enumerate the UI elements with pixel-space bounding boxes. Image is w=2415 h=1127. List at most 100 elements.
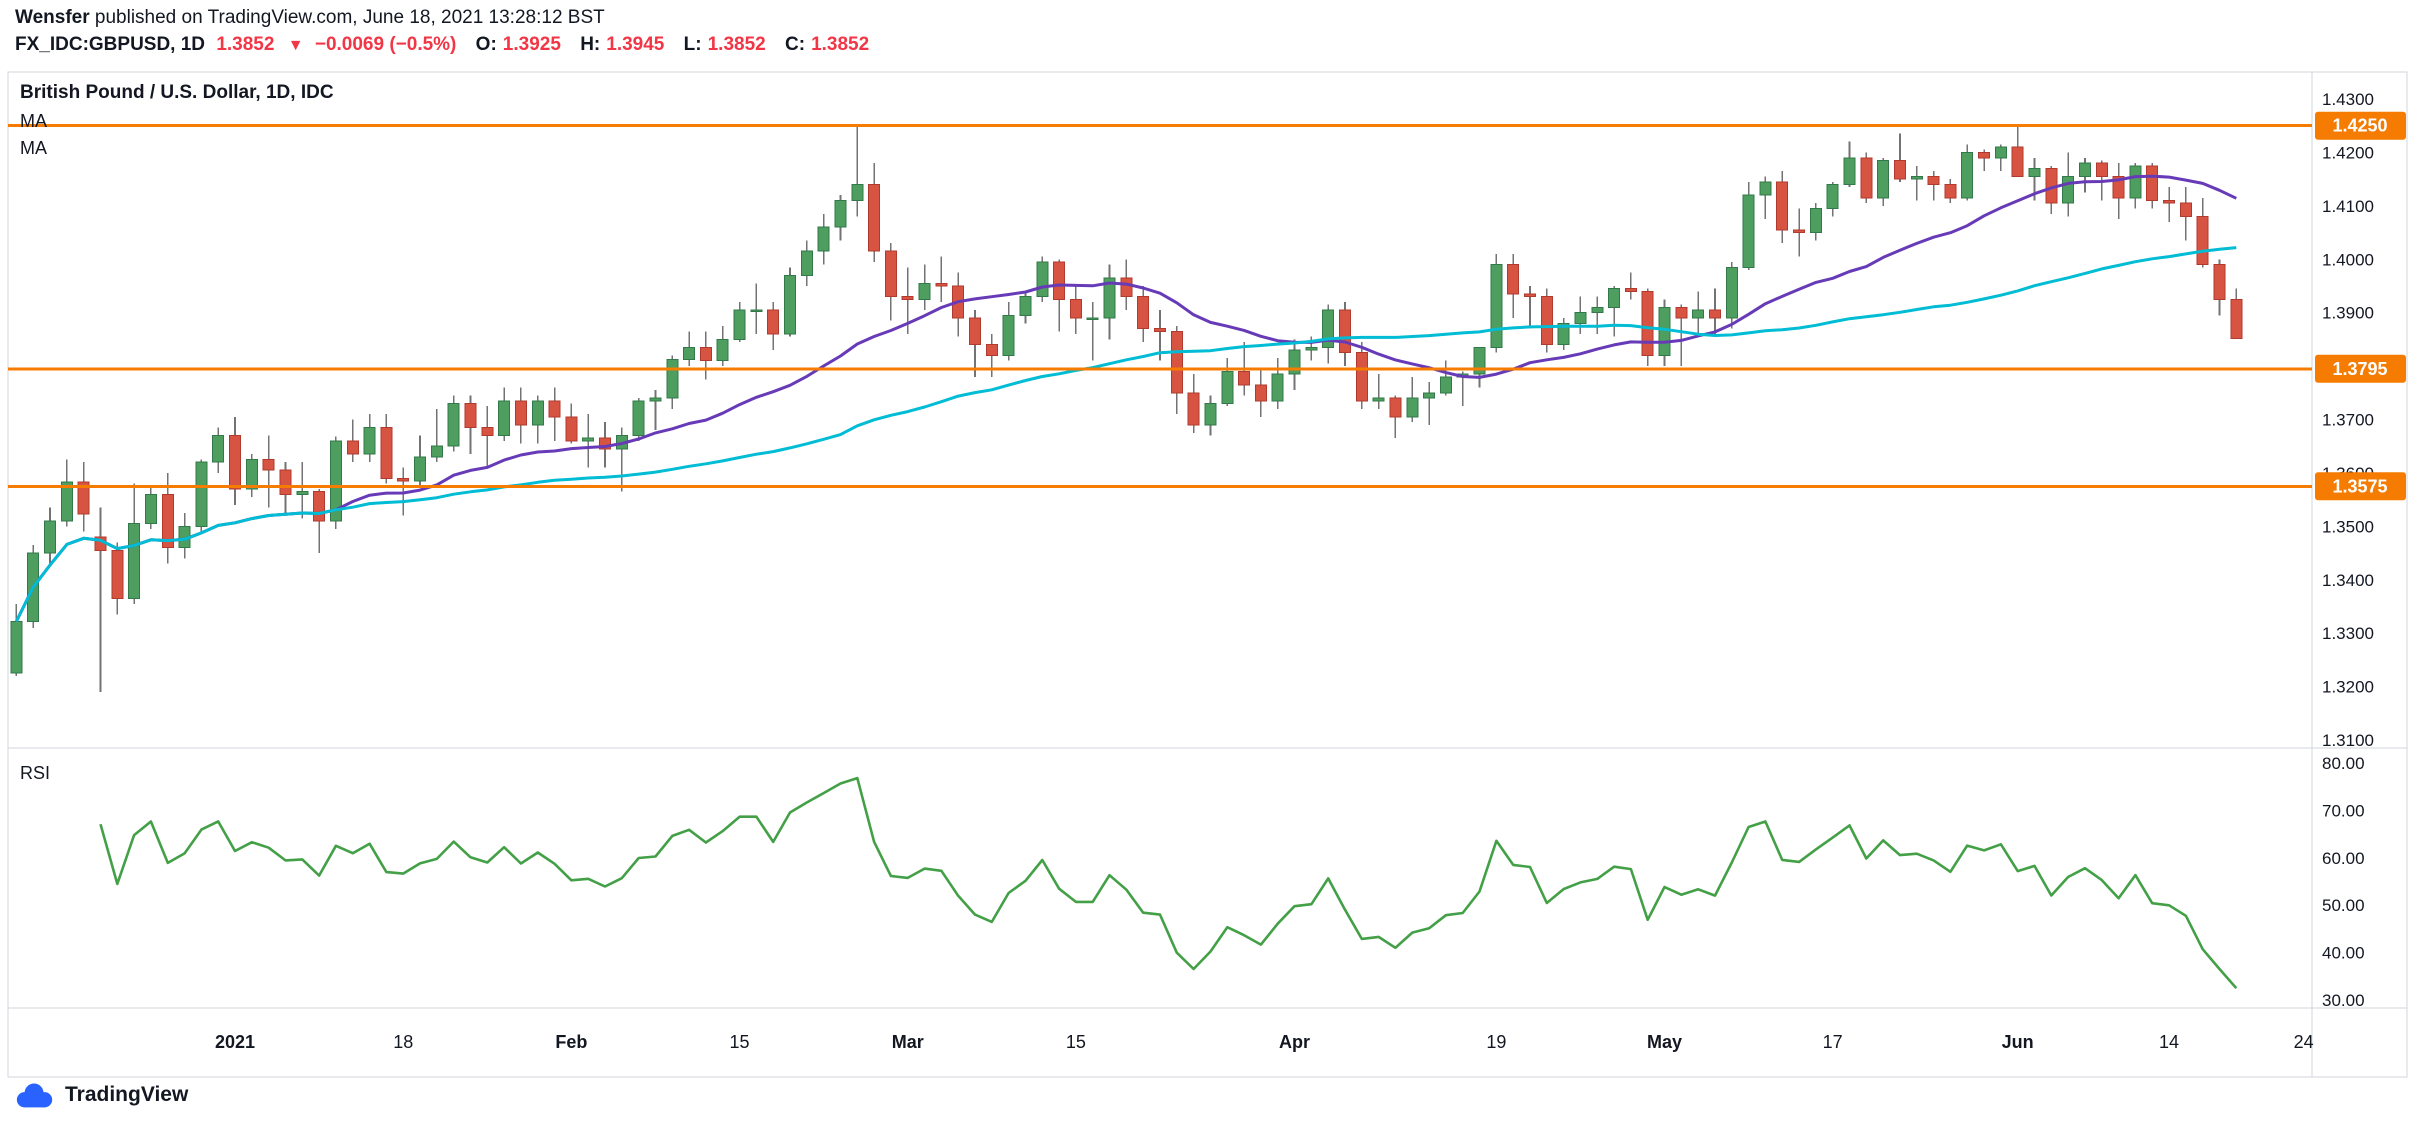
candle [548, 387, 561, 441]
candle [1389, 395, 1402, 439]
svg-text:1.3100: 1.3100 [2322, 731, 2374, 750]
candle [1793, 208, 1806, 257]
candle [1742, 181, 1755, 270]
ma-fast-line[interactable] [15, 174, 2237, 623]
candle [1725, 261, 1738, 329]
candle [1978, 149, 1991, 172]
candle [1019, 291, 1032, 324]
candle [1322, 304, 1335, 364]
svg-text:1.3575: 1.3575 [2332, 476, 2387, 496]
candle [1036, 256, 1049, 302]
candle [1557, 318, 1570, 351]
candle [582, 414, 595, 468]
candle [1708, 288, 1721, 337]
svg-text:1.3400: 1.3400 [2322, 571, 2374, 590]
candle [918, 264, 931, 310]
svg-text:2021: 2021 [215, 1032, 255, 1052]
candle [481, 406, 494, 468]
candle [195, 459, 208, 532]
svg-text:1.3900: 1.3900 [2322, 304, 2374, 323]
svg-text:1.3500: 1.3500 [2322, 517, 2374, 536]
candle [1927, 171, 1940, 201]
candle [851, 125, 864, 217]
candle [1490, 253, 1503, 353]
candle [1826, 181, 1839, 217]
rsi-axis[interactable]: 80.00 70.00 60.00 50.00 40.00 30.00 [2322, 754, 2365, 1010]
candle [2146, 163, 2159, 209]
rsi-line[interactable] [99, 776, 2238, 990]
candle [111, 542, 124, 615]
svg-text:1.4300: 1.4300 [2322, 90, 2374, 109]
candle [2129, 163, 2142, 209]
candle [683, 331, 696, 367]
candle [1069, 285, 1082, 335]
candle [716, 326, 729, 367]
candle [750, 283, 763, 335]
candle [346, 419, 359, 463]
ma-fast-label[interactable]: MA [20, 111, 47, 131]
candle [2112, 163, 2125, 220]
candle [1507, 253, 1520, 319]
low-value: 1.3852 [707, 34, 766, 55]
svg-text:1.4200: 1.4200 [2322, 143, 2374, 162]
ma-slow-label[interactable]: MA [20, 138, 47, 158]
candle [2179, 187, 2192, 241]
svg-text:1.4250: 1.4250 [2332, 116, 2387, 136]
open-value: 1.3925 [502, 34, 561, 55]
symbol-info-bar: FX_IDC:GBPUSD, 1D 1.3852 ▼ −0.0069 (−0.5… [15, 34, 869, 56]
price-change: −0.0069 (−0.5%) [314, 34, 457, 55]
svg-text:40.00: 40.00 [2322, 944, 2365, 963]
publish-details: published on TradingView.com, June 18, 2… [89, 7, 605, 28]
open-label: O: [475, 34, 497, 55]
candle [615, 427, 628, 492]
candle [1221, 358, 1234, 407]
candle [1187, 374, 1200, 433]
candle [296, 462, 309, 519]
price-level-badge: 1.3575 [2315, 472, 2406, 501]
svg-text:Jun: Jun [2002, 1032, 2034, 1052]
svg-text:17: 17 [1823, 1032, 1843, 1052]
time-axis[interactable]: 2021 18 Feb 15 Mar 15 Apr 19 May 17 Jun 14 24 [215, 1032, 2314, 1052]
publisher-name: Wensfer [15, 7, 90, 28]
candle [1692, 291, 1705, 337]
svg-text:1.3300: 1.3300 [2322, 624, 2374, 643]
candle [1103, 264, 1116, 340]
candle [1910, 165, 1923, 201]
close-label: C: [785, 34, 806, 55]
candle [2011, 125, 2024, 177]
candle [212, 427, 225, 473]
candle [935, 256, 948, 302]
publish-info: Wensfer published on TradingView.com, Ju… [15, 7, 605, 29]
candle [178, 512, 191, 559]
candles-layer [10, 125, 2243, 692]
candle [514, 387, 527, 444]
candle [969, 309, 982, 377]
candle [245, 454, 258, 497]
change-down-arrow-icon: ▼ [287, 37, 304, 54]
svg-text:14: 14 [2159, 1032, 2179, 1052]
svg-text:Mar: Mar [892, 1032, 924, 1052]
candle [363, 414, 376, 463]
candle [1523, 285, 1536, 329]
candle [1271, 358, 1284, 409]
rsi-pane-label[interactable]: RSI [20, 763, 51, 783]
candle [784, 267, 797, 337]
candle [144, 486, 157, 530]
candle [1944, 179, 1957, 204]
ma-slow-line[interactable] [15, 246, 2237, 623]
price-level-lines[interactable]: 1.4250 1.3795 1.3575 [8, 111, 2406, 501]
symbol-name[interactable]: FX_IDC:GBPUSD, 1D [15, 34, 206, 55]
price-level-badge: 1.3795 [2315, 354, 2406, 383]
candle [817, 213, 830, 265]
candle [599, 422, 612, 468]
svg-text:May: May [1647, 1032, 1682, 1052]
candle [868, 163, 881, 262]
candle [1355, 342, 1368, 409]
candle [329, 436, 342, 530]
svg-text:1.3795: 1.3795 [2332, 359, 2387, 379]
candle [1658, 299, 1671, 367]
price-axis[interactable]: 1.43001.42001.41001.40001.39001.37001.36… [2322, 90, 2374, 750]
candle [2078, 157, 2091, 193]
tradingview-logo[interactable]: TradingView [14, 1080, 188, 1110]
